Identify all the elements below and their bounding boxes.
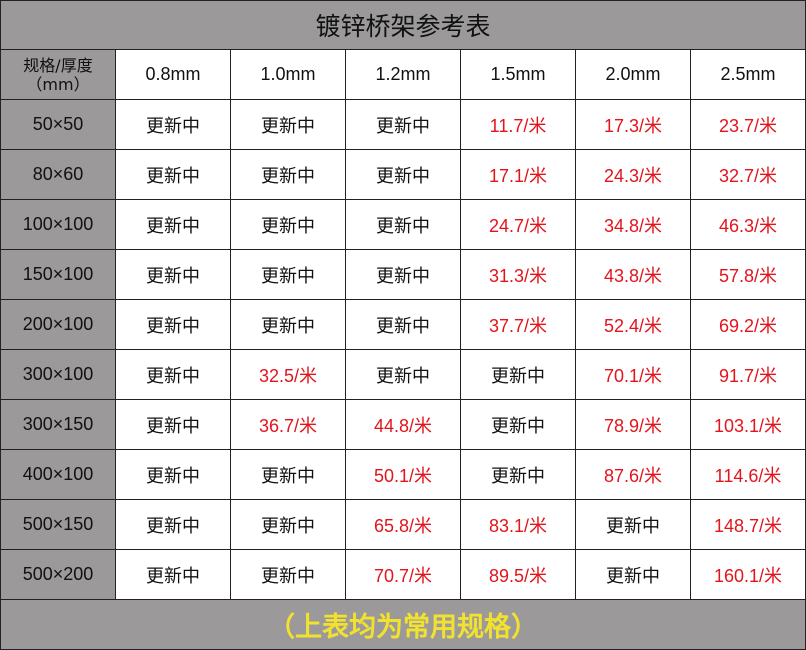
price-cell: 57.8/米	[690, 249, 806, 300]
pending-cell: 更新中	[230, 299, 346, 350]
price-cell: 24.3/米	[575, 149, 691, 200]
thickness-header-cell: 1.2mm	[345, 49, 461, 100]
price-cell: 70.1/米	[575, 349, 691, 400]
price-cell: 114.6/米	[690, 449, 806, 500]
price-cell: 70.7/米	[345, 549, 461, 600]
price-cell: 46.3/米	[690, 199, 806, 250]
pending-cell: 更新中	[345, 249, 461, 300]
spec-cell: 50×50	[0, 99, 116, 150]
price-cell: 44.8/米	[345, 399, 461, 450]
spec-cell: 300×100	[0, 349, 116, 400]
table-row: 300×100 更新中 32.5/米 更新中 更新中 70.1/米 91.7/米	[0, 349, 806, 400]
price-cell: 78.9/米	[575, 399, 691, 450]
pending-cell: 更新中	[115, 399, 231, 450]
table-row: 200×100 更新中 更新中 更新中 37.7/米 52.4/米 69.2/米	[0, 299, 806, 350]
table-row: 500×150 更新中 更新中 65.8/米 83.1/米 更新中 148.7/米	[0, 499, 806, 550]
price-cell: 17.3/米	[575, 99, 691, 150]
pending-cell: 更新中	[115, 349, 231, 400]
spec-cell: 100×100	[0, 199, 116, 250]
price-cell: 43.8/米	[575, 249, 691, 300]
pending-cell: 更新中	[230, 449, 346, 500]
price-cell: 11.7/米	[460, 99, 576, 150]
price-cell: 89.5/米	[460, 549, 576, 600]
thickness-header-cell: 2.0mm	[575, 49, 691, 100]
pending-cell: 更新中	[115, 149, 231, 200]
pending-cell: 更新中	[115, 249, 231, 300]
pending-cell: 更新中	[345, 149, 461, 200]
price-cell: 31.3/米	[460, 249, 576, 300]
spec-header-label: 规格/厚度	[23, 55, 93, 75]
pending-cell: 更新中	[230, 549, 346, 600]
price-cell: 52.4/米	[575, 299, 691, 350]
spec-cell: 80×60	[0, 149, 116, 200]
pending-cell: 更新中	[575, 549, 691, 600]
pending-cell: 更新中	[115, 299, 231, 350]
pending-cell: 更新中	[460, 349, 576, 400]
thickness-header-cell: 2.5mm	[690, 49, 806, 100]
footer-note: （上表均为常用规格）	[0, 600, 806, 650]
price-cell: 69.2/米	[690, 299, 806, 350]
price-cell: 37.7/米	[460, 299, 576, 350]
thickness-header-cell: 1.5mm	[460, 49, 576, 100]
price-cell: 50.1/米	[345, 449, 461, 500]
price-cell: 32.5/米	[230, 349, 346, 400]
pending-cell: 更新中	[115, 199, 231, 250]
price-cell: 148.7/米	[690, 499, 806, 550]
pending-cell: 更新中	[345, 349, 461, 400]
pending-cell: 更新中	[115, 99, 231, 150]
pending-cell: 更新中	[115, 449, 231, 500]
price-cell: 65.8/米	[345, 499, 461, 550]
price-table: 规格/厚度 （mm） 0.8mm 1.0mm 1.2mm 1.5mm 2.0mm 2.5m…	[0, 49, 806, 600]
spec-cell: 300×150	[0, 399, 116, 450]
pending-cell: 更新中	[345, 199, 461, 250]
table-row: 400×100 更新中 更新中 50.1/米 更新中 87.6/米 114.6/米	[0, 449, 806, 500]
table-row: 150×100 更新中 更新中 更新中 31.3/米 43.8/米 57.8/米	[0, 249, 806, 300]
spec-cell: 500×200	[0, 549, 116, 600]
price-cell: 32.7/米	[690, 149, 806, 200]
pending-cell: 更新中	[230, 249, 346, 300]
price-cell: 91.7/米	[690, 349, 806, 400]
pending-cell: 更新中	[230, 499, 346, 550]
header-row: 规格/厚度 （mm） 0.8mm 1.0mm 1.2mm 1.5mm 2.0mm 2.5m…	[0, 49, 806, 100]
pending-cell: 更新中	[115, 499, 231, 550]
thickness-header-cell: 0.8mm	[115, 49, 231, 100]
price-cell: 36.7/米	[230, 399, 346, 450]
table-row: 80×60 更新中 更新中 更新中 17.1/米 24.3/米 32.7/米	[0, 149, 806, 200]
pending-cell: 更新中	[345, 299, 461, 350]
table-row: 300×150 更新中 36.7/米 44.8/米 更新中 78.9/米 103.1/米	[0, 399, 806, 450]
pending-cell: 更新中	[575, 499, 691, 550]
price-cell: 87.6/米	[575, 449, 691, 500]
unit-label: （mm）	[26, 74, 90, 94]
table-row: 100×100 更新中 更新中 更新中 24.7/米 34.8/米 46.3/米	[0, 199, 806, 250]
price-cell: 23.7/米	[690, 99, 806, 150]
spec-header-cell: 规格/厚度 （mm）	[0, 49, 116, 100]
table-row: 50×50 更新中 更新中 更新中 11.7/米 17.3/米 23.7/米	[0, 99, 806, 150]
spec-cell: 400×100	[0, 449, 116, 500]
pending-cell: 更新中	[115, 549, 231, 600]
price-cell: 34.8/米	[575, 199, 691, 250]
pending-cell: 更新中	[460, 399, 576, 450]
thickness-header-cell: 1.0mm	[230, 49, 346, 100]
price-cell: 24.7/米	[460, 199, 576, 250]
price-cell: 17.1/米	[460, 149, 576, 200]
table-row: 500×200 更新中 更新中 70.7/米 89.5/米 更新中 160.1/米	[0, 549, 806, 600]
pending-cell: 更新中	[460, 449, 576, 500]
price-cell: 160.1/米	[690, 549, 806, 600]
price-cell: 83.1/米	[460, 499, 576, 550]
table-title: 镀锌桥架参考表	[0, 0, 806, 49]
pending-cell: 更新中	[230, 149, 346, 200]
price-cell: 103.1/米	[690, 399, 806, 450]
spec-cell: 150×100	[0, 249, 116, 300]
pending-cell: 更新中	[230, 199, 346, 250]
spec-cell: 200×100	[0, 299, 116, 350]
pending-cell: 更新中	[345, 99, 461, 150]
pending-cell: 更新中	[230, 99, 346, 150]
spec-cell: 500×150	[0, 499, 116, 550]
